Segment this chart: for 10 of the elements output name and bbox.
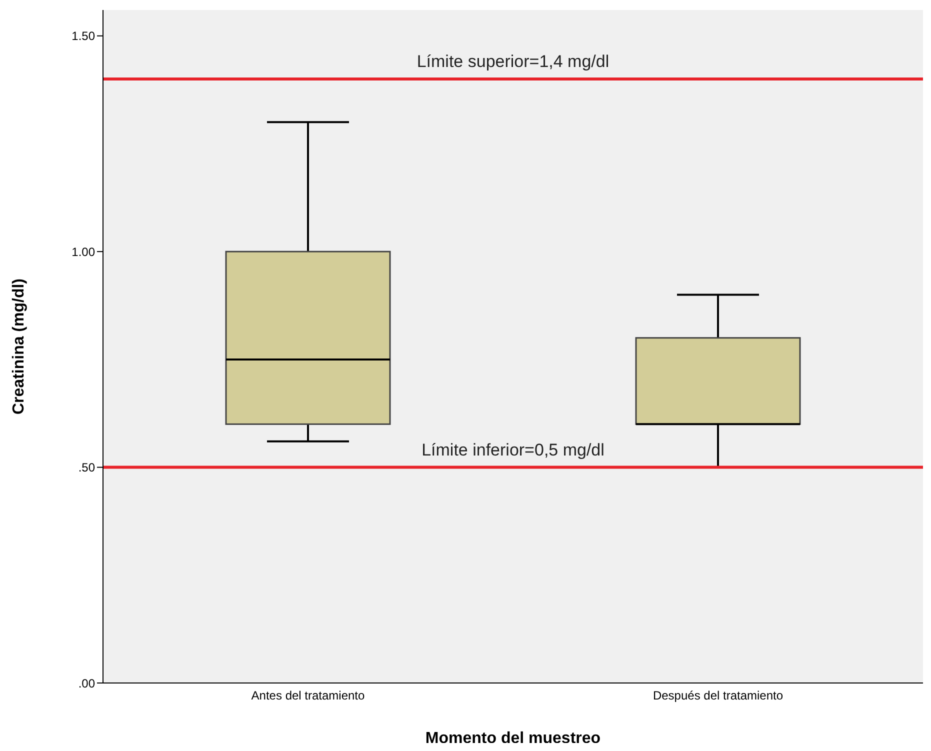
y-tick-label: .50 xyxy=(78,460,96,475)
y-tick-label: 1.00 xyxy=(72,244,96,259)
x-axis-title: Momento del muestreo xyxy=(425,730,601,747)
y-tick-label: 1.50 xyxy=(72,29,96,44)
x-tick-label: Después del tratamiento xyxy=(652,688,784,703)
x-tick-label: Antes del tratamiento xyxy=(251,688,366,703)
y-tick-label: .00 xyxy=(78,676,96,690)
ref-line-label: Límite superior=1,4 mg/dl xyxy=(416,52,610,72)
y-axis-title: Creatinina (mg/dl) xyxy=(10,278,28,415)
ref-line-label: Límite inferior=0,5 mg/dl xyxy=(422,440,604,460)
